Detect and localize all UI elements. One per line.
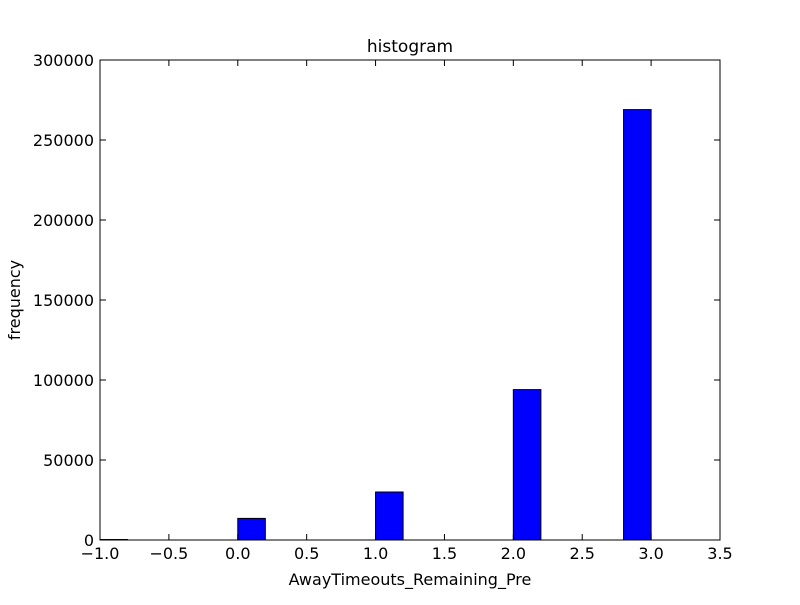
x-tick-label: 0.0	[225, 544, 250, 563]
x-tick-label: −0.5	[149, 544, 188, 563]
chart-title: histogram	[367, 37, 453, 57]
x-tick-label: 3.0	[638, 544, 663, 563]
y-tick-label: 200000	[33, 211, 94, 230]
y-tick-label: 300000	[33, 51, 94, 70]
x-tick-label: 3.5	[707, 544, 732, 563]
y-tick-label: 100000	[33, 371, 94, 390]
bars-group	[100, 110, 651, 540]
x-tick-label: 1.0	[363, 544, 388, 563]
x-tick-label: 1.5	[432, 544, 457, 563]
y-tick-label: 0	[84, 531, 94, 550]
histogram-bar-3	[513, 390, 541, 540]
histogram-bar-2	[376, 492, 404, 540]
x-tick-label: 0.5	[294, 544, 319, 563]
y-axis-label: frequency	[5, 260, 24, 340]
y-tick-label: 50000	[43, 451, 94, 470]
x-axis-label: AwayTimeouts_Remaining_Pre	[289, 570, 532, 590]
y-tick-label: 250000	[33, 131, 94, 150]
histogram-bar-4	[624, 110, 652, 540]
x-tick-label: 2.0	[501, 544, 526, 563]
x-tick-label: 2.5	[569, 544, 594, 563]
y-axis-ticks: 0 50000 100000 150000 200000 250000 300000	[33, 51, 720, 550]
y-tick-label: 150000	[33, 291, 94, 310]
histogram-bar-1	[238, 518, 266, 540]
